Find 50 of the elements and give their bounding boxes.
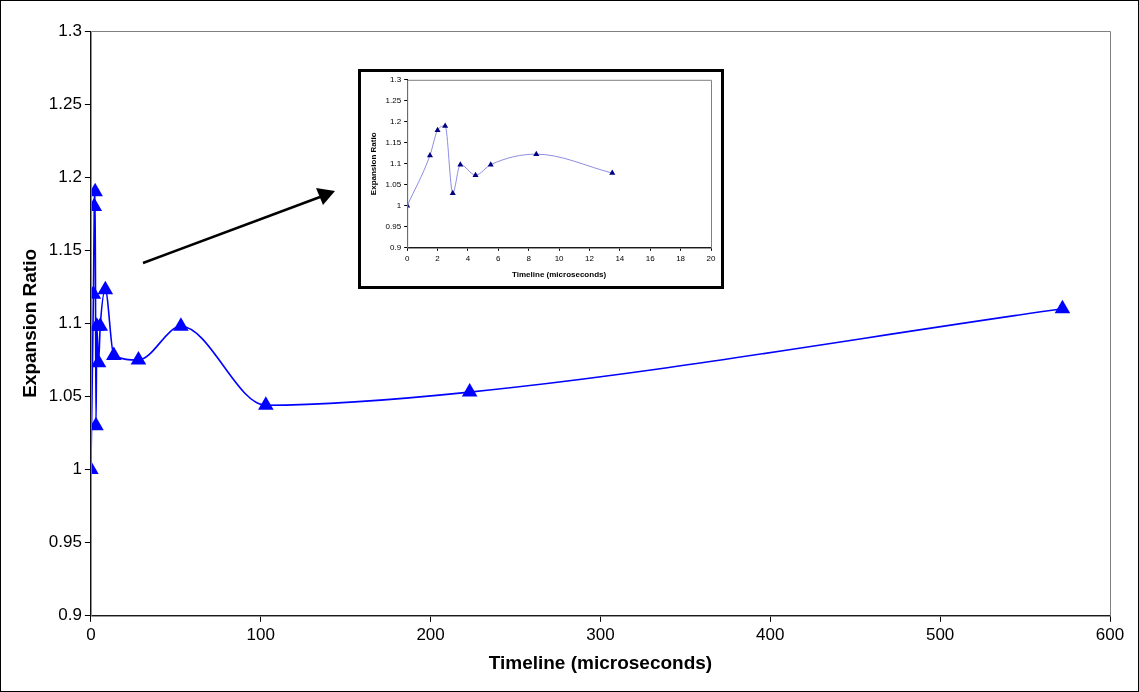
y-tick-label: 1.15 xyxy=(385,138,402,147)
y-tick-label: 0.9 xyxy=(390,243,402,252)
x-tick-label: 16 xyxy=(645,253,656,263)
point xyxy=(106,346,122,361)
x-tick-label: 600 xyxy=(1095,624,1125,644)
y-tick-label: 1.15 xyxy=(48,239,82,259)
x-tick-label: 18 xyxy=(676,253,686,263)
x-tick-label: 14 xyxy=(615,253,625,263)
point xyxy=(90,353,107,368)
x-axis-title: Timeline (microseconds) xyxy=(512,270,607,280)
y-tick-label: 1 xyxy=(396,201,402,210)
x-tick-label: 100 xyxy=(246,624,275,644)
y-tick-label: 0.95 xyxy=(385,222,402,231)
x-tick-label: 400 xyxy=(756,624,785,644)
y-tick-label: 1 xyxy=(72,459,82,479)
y-tick-label: 1.3 xyxy=(58,20,82,40)
x-tick-label: 200 xyxy=(416,624,445,644)
y-tick-label: 1.05 xyxy=(385,180,402,189)
y-tick-label: 1.1 xyxy=(58,313,82,333)
point xyxy=(90,416,104,431)
x-tick-label: 300 xyxy=(586,624,615,644)
y-tick-label: 1.1 xyxy=(390,159,402,168)
y-tick-label: 1.05 xyxy=(48,386,82,406)
y-tick-label: 0.9 xyxy=(58,605,82,625)
y-tick-label: 1.2 xyxy=(58,166,82,186)
y-axis-title: Expansion Ratio xyxy=(369,132,378,196)
point xyxy=(173,317,189,331)
x-tick-label: 4 xyxy=(465,253,471,263)
point xyxy=(92,317,109,331)
point xyxy=(130,350,147,365)
y-tick-label: 0.95 xyxy=(48,532,82,552)
x-tick-label: 8 xyxy=(526,253,532,263)
x-tick-label: 20 xyxy=(706,253,716,263)
x-axis-title: Timeline (microseconds) xyxy=(488,651,713,673)
point xyxy=(461,383,478,397)
y-tick-label: 1.3 xyxy=(390,75,402,84)
x-tick-label: 0 xyxy=(404,253,410,263)
x-tick-label: 500 xyxy=(925,624,955,644)
x-tick-label: 0 xyxy=(86,624,96,644)
point xyxy=(258,396,274,410)
y-tick-label: 1.2 xyxy=(390,117,402,126)
x-tick-label: 12 xyxy=(585,253,595,263)
x-tick-label: 6 xyxy=(496,253,502,263)
y-tick-label: 1.25 xyxy=(48,93,82,113)
y-axis-title: Expansion Ratio xyxy=(18,248,40,398)
point xyxy=(1054,299,1071,314)
x-tick-label: 2 xyxy=(435,253,441,263)
x-tick-label: 10 xyxy=(554,253,565,263)
y-tick-label: 1.25 xyxy=(385,96,402,105)
point xyxy=(97,280,114,295)
